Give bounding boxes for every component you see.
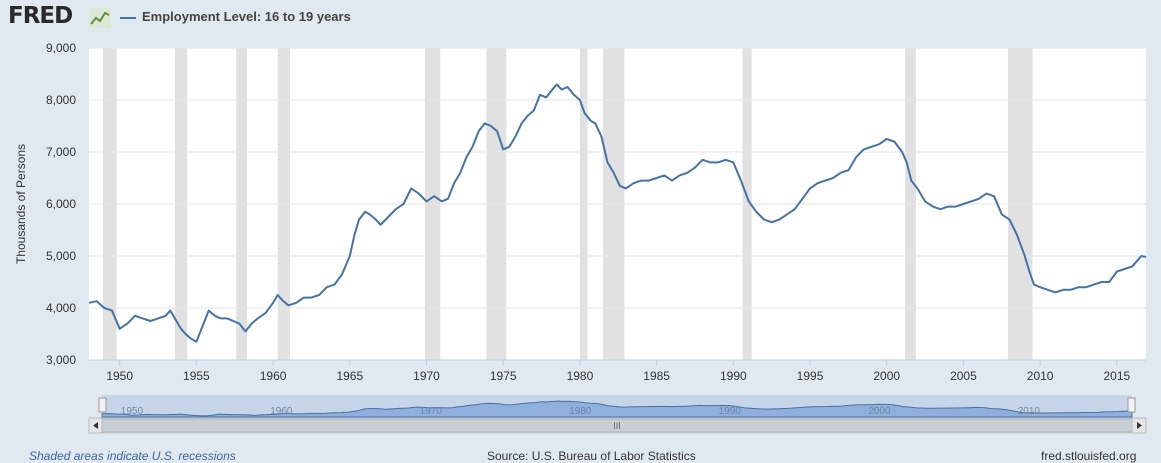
- navigator-tick-label: 2010: [1018, 406, 1041, 417]
- y-tick-label: 3,000: [46, 353, 76, 367]
- recession-note[interactable]: Shaded areas indicate U.S. recessions: [29, 449, 236, 463]
- scrollbar-grip: III: [613, 421, 621, 431]
- x-tick-label: 1955: [183, 369, 210, 383]
- site-link[interactable]: fred.stlouisfed.org: [1041, 449, 1137, 463]
- x-tick-label: 2010: [1027, 369, 1054, 383]
- x-tick-label: 2015: [1104, 369, 1131, 383]
- gridlines: [89, 47, 1146, 361]
- series-line: [88, 83, 1147, 343]
- x-tick-label: 1980: [567, 369, 594, 383]
- navigator-tick-label: 1950: [121, 406, 144, 417]
- x-tick-label: 1975: [490, 369, 517, 383]
- scroll-left-arrow-icon: [93, 422, 98, 429]
- y-tick-label: 5,000: [46, 249, 76, 263]
- x-tick-label: 2005: [950, 369, 977, 383]
- y-tick-label: 6,000: [46, 197, 76, 211]
- y-axis-label: Thousands of Persons: [14, 144, 28, 264]
- navigator-tick-label: 1970: [420, 406, 443, 417]
- x-tick-label: 1950: [106, 369, 133, 383]
- legend[interactable]: Employment Level: 16 to 19 years: [120, 9, 351, 24]
- y-tick-label: 4,000: [46, 301, 76, 315]
- y-axis-ticks: 3,000 4,000 5,000 6,000 7,000 8,000 9,000: [46, 41, 76, 367]
- navigator-handle-left[interactable]: [98, 397, 107, 413]
- navigator-tick-label: 1980: [569, 406, 592, 417]
- y-tick-label: 9,000: [46, 41, 76, 55]
- x-tick-label: 1965: [336, 369, 363, 383]
- x-tick-label: 2000: [873, 369, 900, 383]
- navigator-handle-right[interactable]: [1127, 397, 1136, 413]
- y-tick-label: 8,000: [46, 93, 76, 107]
- chart-header: FRED Employment Level: 16 to 19 years: [0, 0, 1161, 40]
- navigator-tick-label: 2000: [868, 406, 891, 417]
- y-tick-label: 7,000: [46, 145, 76, 159]
- source-note: Source: U.S. Bureau of Labor Statistics: [487, 449, 696, 463]
- navigator-tick-label: 1960: [270, 406, 293, 417]
- x-tick-label: 1990: [720, 369, 747, 383]
- scroll-right-arrow-icon: [1137, 422, 1142, 429]
- legend-label: Employment Level: 16 to 19 years: [142, 9, 351, 24]
- x-tick-label: 1970: [413, 369, 440, 383]
- x-tick-label: 1985: [643, 369, 670, 383]
- navigator-area: [101, 400, 1133, 418]
- navigator-tick-label: 1990: [719, 406, 742, 417]
- x-tick-label: 1995: [797, 369, 824, 383]
- x-axis-ticks: 1950 1955 1960 1965 1970 1975 1980 1985 1990 1995…: [89, 359, 1146, 383]
- x-tick-label: 1960: [260, 369, 287, 383]
- legend-line-swatch: [120, 16, 136, 19]
- navigator-ticks: 1950 1960 1970 1980 1990 2000 2010: [121, 406, 1041, 417]
- fred-logo[interactable]: FRED: [8, 3, 73, 29]
- line-graph-icon: [89, 8, 111, 28]
